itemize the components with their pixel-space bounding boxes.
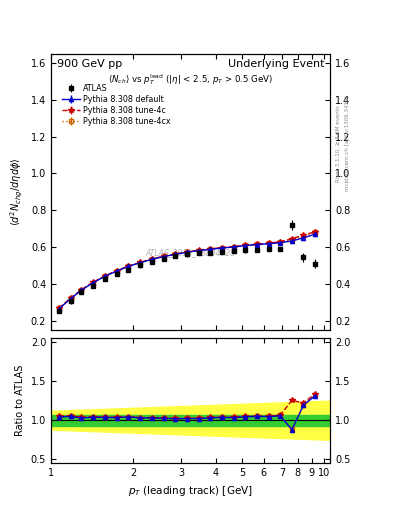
Y-axis label: Ratio to ATLAS: Ratio to ATLAS [15,365,25,436]
Legend: ATLAS, Pythia 8.308 default, Pythia 8.308 tune-4c, Pythia 8.308 tune-4cx: ATLAS, Pythia 8.308 default, Pythia 8.30… [61,82,173,128]
Y-axis label: $\langle d^2 N_{chg}/d\eta d\phi \rangle$: $\langle d^2 N_{chg}/d\eta d\phi \rangle… [9,158,25,226]
Text: $\langle N_{ch}\rangle$ vs $p_T^{\rm lead}$ ($|\eta|$ < 2.5, $p_T$ > 0.5 GeV): $\langle N_{ch}\rangle$ vs $p_T^{\rm lea… [108,72,273,87]
Text: mcplots.cern.ch [arXiv:1306.3436]: mcplots.cern.ch [arXiv:1306.3436] [345,96,350,191]
Text: 900 GeV pp: 900 GeV pp [57,59,122,69]
Text: Rivet 3.1.10, ≥ 3.3M events: Rivet 3.1.10, ≥ 3.3M events [336,105,341,182]
Text: ATLAS_2010_S8894728: ATLAS_2010_S8894728 [145,248,236,257]
X-axis label: $p_T$ (leading track) [GeV]: $p_T$ (leading track) [GeV] [128,484,253,498]
Text: Underlying Event: Underlying Event [228,59,325,69]
